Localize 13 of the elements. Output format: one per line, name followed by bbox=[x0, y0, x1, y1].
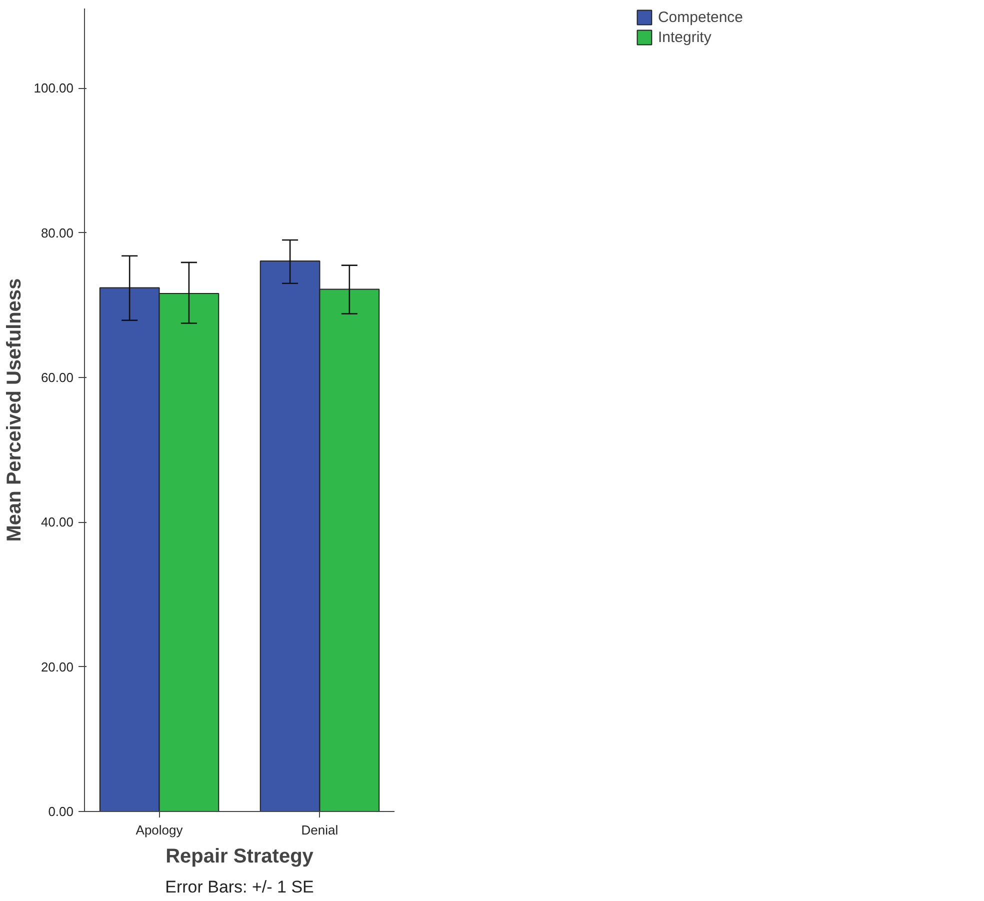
y-axis-title: Mean Perceived Usefulness bbox=[4, 278, 26, 542]
y-tick-label: 80.00 bbox=[40, 225, 74, 240]
legend-label: Competence bbox=[658, 8, 744, 26]
x-tick-label: Denial bbox=[301, 822, 338, 838]
y-tick-label: 0.00 bbox=[48, 804, 74, 819]
x-axis-title: Repair Strategy bbox=[166, 846, 314, 868]
text: Error Bars: +/- 1 SE bbox=[165, 878, 314, 896]
legend-label: Integrity bbox=[658, 28, 712, 46]
y-tick-label: 20.00 bbox=[40, 659, 74, 674]
y-tick-label: 60.00 bbox=[40, 370, 74, 385]
x-tick-label: Apology bbox=[136, 822, 184, 838]
y-tick-label: 40.00 bbox=[40, 514, 74, 530]
y-tick-label: 100.00 bbox=[34, 80, 74, 96]
